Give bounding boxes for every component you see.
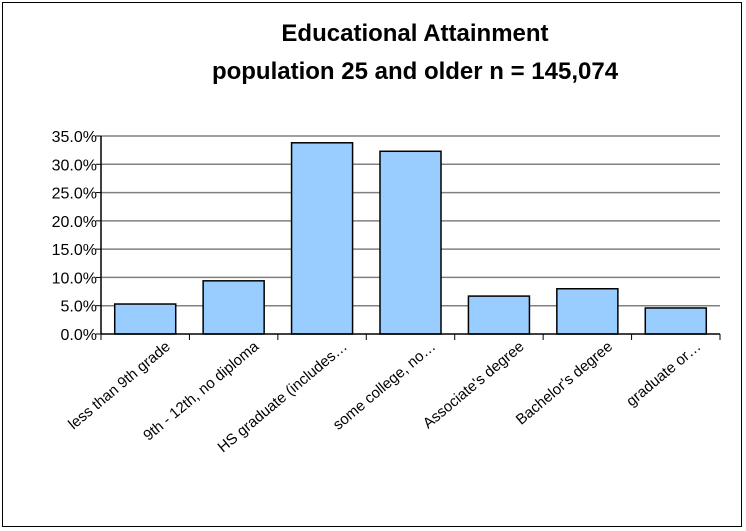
x-tick-label: Bachelor's degree [513, 338, 616, 428]
y-tick-label: 0.0% [61, 327, 97, 344]
y-tick-label: 5.0% [61, 299, 97, 316]
bar [467, 295, 531, 335]
y-tick-label: 35.0% [52, 129, 97, 146]
bar [202, 280, 265, 335]
y-tick-label: 25.0% [52, 186, 97, 203]
chart-subtitle: population 25 and older n = 145,074 [212, 58, 619, 85]
x-tick-label: graduate or… [623, 338, 704, 410]
bar [113, 303, 177, 335]
bar [556, 287, 619, 335]
y-tick-label: 30.0% [52, 157, 97, 174]
bar [379, 150, 442, 335]
bar [290, 142, 354, 335]
y-tick-label: 15.0% [52, 242, 97, 259]
y-tick-label: 20.0% [52, 214, 97, 231]
chart-title: Educational Attainment [281, 20, 548, 47]
y-tick-label: 10.0% [52, 270, 97, 287]
bar [644, 307, 708, 335]
